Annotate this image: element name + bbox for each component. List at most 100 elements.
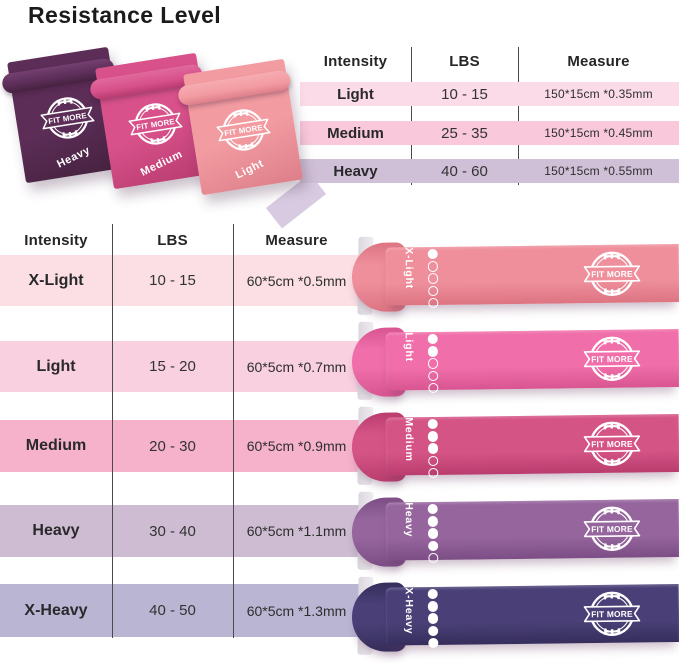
table-row: Light 15 - 20 60*5cm *0.7mm (0, 341, 360, 392)
resistance-dots-indicator (427, 248, 439, 309)
product-photo: FIT MORE Heavy FIT MORE Medium (0, 40, 327, 229)
fit-more-logo-icon: FIT MORE (583, 332, 642, 385)
resistance-dots-indicator (427, 333, 439, 394)
loop-band-x-heavy: X-Heavy FIT MORE (351, 571, 679, 661)
lbs-value: 15 - 20 (149, 358, 196, 375)
intensity-value: Light (36, 357, 76, 375)
dot-outline-icon (428, 552, 439, 564)
lbs-value: 10 - 15 (441, 85, 488, 103)
dot-outline-icon (428, 285, 439, 297)
dot-outline-icon (428, 467, 439, 479)
svg-text:FIT MORE: FIT MORE (591, 609, 633, 620)
dot-filled-icon (427, 248, 439, 260)
dot-filled-icon (427, 613, 439, 624)
measure-value: 60*5cm *1.1mm (246, 523, 347, 539)
measure-value: 60*5cm *0.7mm (246, 358, 347, 375)
fit-more-logo-icon: FIT MORE (37, 90, 98, 146)
band-strap: Medium FIT MORE (385, 414, 679, 479)
dot-outline-icon (427, 261, 439, 272)
column-header-lbs: LBS (449, 52, 480, 70)
photo-band-light: FIT MORE Light (176, 58, 303, 196)
loop-band-table-header: Intensity LBS Measure (0, 228, 360, 252)
fit-more-logo-icon: FIT MORE (125, 96, 186, 152)
column-header-intensity: Intensity (24, 231, 88, 249)
table-row: Light 10 - 15 150*15cm *0.35mm (300, 82, 679, 106)
band-intensity-label: X-Light (402, 247, 416, 290)
loop-band-heavy: Heavy FIT MORE (351, 486, 679, 576)
loop-band-light: Light FIT MORE (351, 316, 679, 406)
dot-outline-icon (428, 297, 439, 309)
fit-more-logo-icon: FIT MORE (583, 502, 642, 555)
column-divider (112, 224, 113, 638)
loop-band-x-light: X-Light FIT MORE (351, 231, 679, 321)
resistance-dots-indicator (427, 503, 439, 564)
measure-value: 60*5cm *0.5mm (246, 272, 347, 289)
fit-more-logo-icon: FIT MORE (583, 247, 642, 300)
measure-value: 60*5cm *1.3mm (246, 602, 347, 619)
dot-outline-icon (428, 370, 439, 382)
dot-filled-icon (427, 601, 439, 612)
page-title: Resistance Level (28, 2, 222, 28)
dot-filled-icon (427, 333, 439, 345)
lbs-value: 40 - 50 (149, 602, 196, 619)
table-row: Heavy 40 - 60 150*15cm *0.55mm (300, 159, 679, 183)
band-strap: Light FIT MORE (385, 329, 679, 394)
dot-filled-icon (427, 443, 439, 454)
column-header-measure: Measure (567, 52, 630, 70)
measure-value: 60*5cm *0.9mm (246, 438, 347, 454)
dot-outline-icon (428, 382, 439, 394)
fit-more-logo-icon: FIT MORE (583, 587, 642, 640)
column-divider (518, 47, 519, 185)
table-row: X-Heavy 40 - 50 60*5cm *1.3mm (0, 584, 360, 637)
intensity-value: Medium (25, 437, 87, 454)
fit-more-logo-icon: FIT MORE (213, 102, 274, 158)
band-strap: X-Heavy FIT MORE (385, 584, 679, 649)
resistance-dots-indicator (427, 588, 439, 649)
loop-band-medium: Medium FIT MORE (351, 401, 679, 491)
dot-filled-icon (427, 588, 439, 600)
dot-outline-icon (428, 455, 439, 467)
lbs-value: 10 - 15 (149, 272, 196, 289)
intensity-value: Medium (327, 124, 384, 142)
band-intensity-label: Light (402, 332, 416, 363)
dot-filled-icon (427, 528, 439, 539)
table-row: Medium 25 - 35 150*15cm *0.45mm (300, 121, 679, 145)
column-divider (233, 224, 234, 638)
lbs-value: 30 - 40 (149, 522, 196, 540)
table-row: Heavy 30 - 40 60*5cm *1.1mm (0, 505, 360, 557)
band-intensity-label: Heavy (402, 502, 416, 538)
dot-outline-icon (427, 273, 439, 284)
flat-band-table: Intensity LBS Measure Light 10 - 15 150*… (300, 45, 679, 187)
intensity-value: X-Heavy (24, 601, 88, 619)
dot-filled-icon (427, 503, 439, 515)
resistance-dots-indicator (427, 418, 439, 479)
band-roll (176, 69, 292, 107)
dot-filled-icon (427, 431, 439, 442)
table-header: Intensity LBS Measure (300, 45, 679, 77)
lbs-value: 20 - 30 (149, 437, 196, 455)
svg-text:FIT MORE: FIT MORE (591, 439, 633, 450)
column-header-measure: Measure (265, 231, 328, 249)
column-divider (411, 47, 412, 185)
measure-value: 150*15cm *0.55mm (544, 164, 653, 178)
lbs-value: 25 - 35 (441, 124, 488, 142)
intensity-value: X-Light (28, 271, 84, 289)
band-intensity-label: X-Heavy (402, 587, 416, 635)
table-row: Medium 20 - 30 60*5cm *0.9mm (0, 420, 360, 472)
dot-filled-icon (427, 418, 439, 430)
intensity-value: Heavy (333, 162, 378, 180)
column-header-intensity: Intensity (323, 52, 388, 70)
measure-value: 150*15cm *0.45mm (544, 126, 653, 140)
dot-filled-icon (427, 346, 439, 357)
column-header-lbs: LBS (157, 231, 188, 249)
svg-text:FIT MORE: FIT MORE (591, 354, 633, 365)
svg-text:FIT MORE: FIT MORE (591, 524, 633, 535)
dot-filled-icon (428, 540, 439, 552)
lbs-value: 40 - 60 (441, 162, 488, 180)
table-row: X-Light 10 - 15 60*5cm *0.5mm (0, 255, 360, 306)
intensity-value: Light (337, 85, 374, 103)
intensity-value: Heavy (32, 522, 80, 539)
band-strap: X-Light FIT MORE (385, 244, 679, 309)
measure-value: 150*15cm *0.35mm (544, 87, 653, 101)
